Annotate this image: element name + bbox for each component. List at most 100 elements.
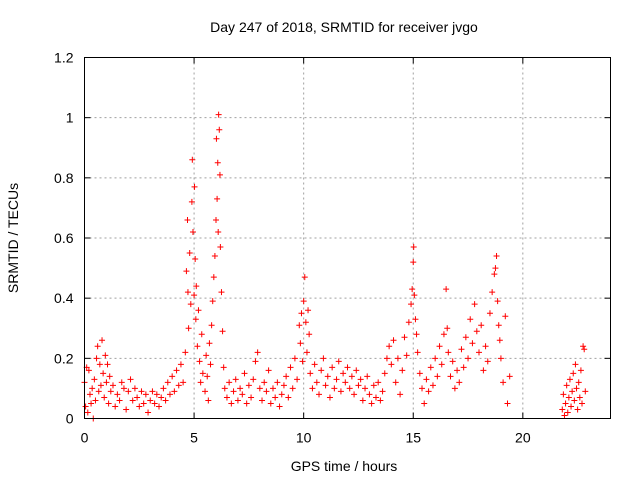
data-point (166, 391, 173, 398)
data-point (210, 274, 217, 281)
data-point (440, 331, 447, 338)
data-point (192, 316, 199, 323)
data-point (195, 307, 202, 314)
data-point (259, 397, 266, 404)
data-point (153, 391, 160, 398)
data-point (226, 379, 233, 386)
data-point (180, 379, 187, 386)
data-point (239, 391, 246, 398)
data-point (149, 388, 156, 395)
data-point (241, 370, 248, 377)
data-point (408, 301, 415, 308)
data-point (309, 385, 316, 392)
data-point (579, 400, 586, 407)
data-point (254, 349, 261, 356)
data-point (85, 367, 92, 374)
data-point (109, 382, 116, 389)
data-point (571, 397, 578, 404)
data-point (467, 316, 474, 323)
data-point (405, 319, 412, 326)
y-axis-label: SRMTID / TECUs (5, 183, 21, 293)
data-point (445, 349, 452, 356)
data-point (434, 373, 441, 380)
grid-lines (84, 57, 611, 419)
data-point (303, 349, 310, 356)
data-point (357, 376, 364, 383)
data-point (344, 364, 351, 371)
data-point (216, 171, 223, 178)
data-point (397, 391, 404, 398)
data-point (494, 298, 501, 305)
y-tick-label: 0.8 (54, 170, 74, 186)
data-point (563, 382, 570, 389)
data-point (419, 385, 426, 392)
data-point (301, 274, 308, 281)
data-point (147, 397, 154, 404)
data-point (84, 409, 91, 416)
data-point (216, 126, 223, 133)
data-point (497, 355, 504, 362)
data-point (423, 376, 430, 383)
data-point (355, 382, 362, 389)
data-point (97, 382, 104, 389)
data-point (484, 358, 491, 365)
data-point (187, 301, 194, 308)
data-point (413, 331, 420, 338)
data-point (302, 319, 309, 326)
data-point (340, 370, 347, 377)
data-point (123, 406, 130, 413)
data-point (451, 385, 458, 392)
data-point (89, 385, 96, 392)
data-point (478, 322, 485, 329)
data-point (276, 403, 283, 410)
data-point (94, 343, 101, 350)
data-point (223, 394, 230, 401)
data-point (444, 325, 451, 332)
y-tick-label: 0.4 (54, 290, 74, 306)
data-point (370, 382, 377, 389)
data-point (140, 400, 147, 407)
y-tick-label: 0.6 (54, 230, 74, 246)
data-point (427, 364, 434, 371)
data-point (469, 340, 476, 347)
data-point (489, 289, 496, 296)
data-point (252, 358, 259, 365)
data-point (189, 228, 196, 235)
data-point (160, 385, 167, 392)
data-point (219, 328, 226, 335)
data-point (237, 385, 244, 392)
data-points (81, 111, 589, 422)
data-point (196, 358, 203, 365)
data-point (274, 379, 281, 386)
data-point (202, 388, 209, 395)
data-point (102, 352, 109, 359)
data-point (465, 355, 472, 362)
data-point (561, 412, 568, 419)
data-point (269, 385, 276, 392)
data-point (410, 259, 417, 266)
data-point (403, 352, 410, 359)
data-point (299, 358, 306, 365)
data-point (411, 292, 418, 299)
data-point (568, 403, 575, 410)
data-point (331, 385, 338, 392)
data-point (307, 370, 314, 377)
y-tick-label: 1 (66, 110, 74, 126)
data-point (412, 316, 419, 323)
data-point (375, 379, 382, 386)
data-point (311, 361, 318, 368)
data-point (492, 265, 499, 272)
data-point (129, 397, 136, 404)
y-tick-label: 1.2 (54, 50, 74, 66)
axis-ticks: 0 5 10 15 20 0 0.2 0.4 0.6 0.8 1 1.2 (54, 50, 611, 446)
data-point (248, 394, 255, 401)
data-point (91, 376, 98, 383)
data-point (186, 250, 193, 257)
data-point (316, 391, 323, 398)
data-point (562, 400, 569, 407)
data-point (462, 334, 469, 341)
data-point (495, 322, 502, 329)
data-point (447, 373, 454, 380)
data-point (116, 397, 123, 404)
data-point (559, 406, 566, 413)
